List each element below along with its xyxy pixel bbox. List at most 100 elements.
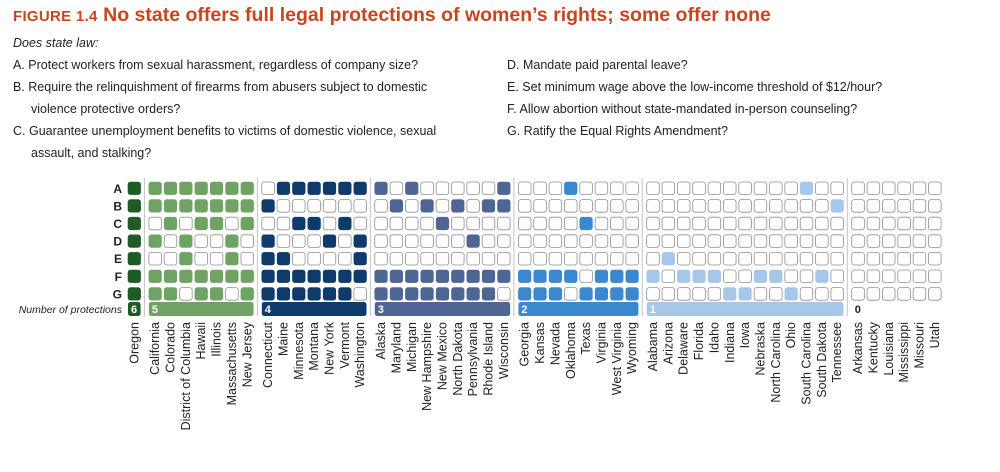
- count-bar-6: [128, 302, 141, 316]
- cell-montana-a: [307, 181, 321, 195]
- cell-maine-f: [276, 269, 291, 283]
- cell-oregon-g: [127, 287, 141, 301]
- cell-nebraska-d: [753, 234, 768, 248]
- cell-wyoming-d: [625, 234, 639, 248]
- cell-texas-b: [579, 199, 593, 213]
- question-b-cont: violence protective orders?: [31, 102, 181, 116]
- cell-iowa-f: [738, 269, 752, 284]
- cell-hawaii-a: [194, 181, 208, 195]
- cell-wyoming-f: [625, 269, 639, 283]
- state-label-ohio: Ohio: [784, 322, 798, 348]
- state-label-nevada: Nevada: [548, 322, 562, 365]
- cell-alaska-c: [374, 216, 388, 231]
- cell-maine-c: [276, 216, 291, 231]
- cell-oregon-e: [127, 252, 141, 266]
- questions-left-column: A. Protect workers from sexual harassmen…: [13, 54, 508, 164]
- cell-texas-c: [579, 216, 593, 231]
- cell-alaska-f: [374, 269, 388, 283]
- cell-michigan-b: [405, 199, 419, 213]
- cell-north-carolina-e: [769, 251, 783, 266]
- cell-iowa-c: [738, 216, 752, 231]
- cell-virginia-g: [594, 287, 609, 301]
- cell-oklahoma-f: [564, 269, 578, 283]
- cell-connecticut-f: [261, 269, 275, 283]
- state-label-california: California: [148, 322, 162, 375]
- cell-iowa-e: [738, 251, 752, 266]
- cell-new-mexico-a: [435, 181, 450, 196]
- cell-south-carolina-f: [799, 269, 814, 284]
- cell-kentucky-d: [866, 234, 881, 248]
- cell-south-dakota-g: [815, 287, 829, 301]
- cell-idaho-e: [707, 251, 722, 266]
- cell-north-dakota-d: [451, 234, 465, 248]
- cell-alabama-a: [646, 181, 660, 196]
- cell-arkansas-d: [851, 234, 865, 248]
- cell-tennessee-b: [830, 199, 844, 213]
- cell-delaware-e: [677, 251, 691, 266]
- state-label-maryland: Maryland: [389, 322, 403, 373]
- cell-new-hampshire-d: [420, 234, 434, 248]
- cell-pennsylvania-g: [466, 287, 480, 301]
- count-bar-5: [148, 302, 254, 316]
- cell-new-york-c: [322, 216, 337, 231]
- cell-virginia-a: [594, 181, 609, 196]
- cell-new-jersey-b: [240, 199, 254, 213]
- cell-west-virginia-g: [610, 287, 624, 301]
- cell-georgia-a: [518, 181, 532, 196]
- cell-mississippi-a: [897, 181, 911, 196]
- cell-connecticut-e: [261, 252, 275, 266]
- cell-new-jersey-e: [240, 251, 254, 266]
- cell-new-jersey-f: [240, 269, 254, 283]
- cell-hawaii-b: [194, 199, 208, 213]
- cell-missouri-a: [912, 181, 927, 196]
- cell-oklahoma-e: [564, 251, 578, 266]
- cell-vermont-a: [338, 181, 352, 195]
- cell-virginia-c: [594, 216, 609, 231]
- state-label-minnesota: Minnesota: [292, 322, 306, 380]
- cell-washington-d: [353, 234, 367, 248]
- cell-oregon-a: [127, 181, 141, 195]
- cell-minnesota-c: [292, 216, 306, 231]
- state-label-wisconsin: Wisconsin: [497, 322, 511, 379]
- cell-alabama-g: [646, 287, 660, 301]
- state-label-pennsylvania: Pennsylvania: [466, 322, 480, 396]
- cell-rhode-island-b: [481, 199, 496, 213]
- state-label-rhode-island: Rhode Island: [482, 322, 496, 396]
- cell-washington-e: [353, 252, 367, 266]
- cell-missouri-c: [912, 216, 927, 231]
- cell-massachusetts-f: [225, 269, 239, 283]
- cell-alabama-f: [646, 269, 660, 283]
- cell-arkansas-e: [851, 251, 865, 266]
- cell-louisiana-d: [882, 234, 896, 248]
- state-label-hawaii: Hawaii: [194, 322, 208, 360]
- cell-alabama-e: [646, 251, 660, 266]
- cell-maine-d: [276, 234, 291, 248]
- cell-idaho-a: [707, 181, 722, 196]
- cell-missouri-g: [912, 287, 927, 301]
- count-value-1: 1: [650, 304, 656, 316]
- cell-nebraska-g: [753, 287, 768, 301]
- state-label-oregon: Oregon: [127, 322, 141, 364]
- cell-missouri-b: [912, 199, 927, 213]
- cell-washington-g: [353, 287, 367, 301]
- row-label-g: G: [113, 287, 122, 301]
- cell-wisconsin-d: [497, 234, 511, 248]
- cell-tennessee-c: [830, 216, 844, 231]
- cell-illinois-d: [209, 234, 224, 248]
- cell-idaho-g: [707, 287, 722, 301]
- cell-minnesota-d: [292, 234, 306, 248]
- state-label-vermont: Vermont: [338, 321, 352, 368]
- cell-pennsylvania-e: [466, 251, 480, 266]
- state-label-maine: Maine: [276, 322, 290, 356]
- cell-illinois-g: [209, 287, 224, 301]
- cell-north-dakota-f: [451, 269, 465, 283]
- count-bar-2: [518, 302, 639, 316]
- cell-florida-g: [692, 287, 706, 301]
- cell-minnesota-g: [292, 287, 306, 301]
- cell-vermont-d: [338, 234, 352, 248]
- cell-montana-g: [307, 287, 321, 301]
- cell-massachusetts-d: [225, 234, 239, 248]
- cell-montana-f: [307, 269, 321, 283]
- cell-west-virginia-d: [610, 234, 624, 248]
- cell-kentucky-g: [866, 287, 881, 301]
